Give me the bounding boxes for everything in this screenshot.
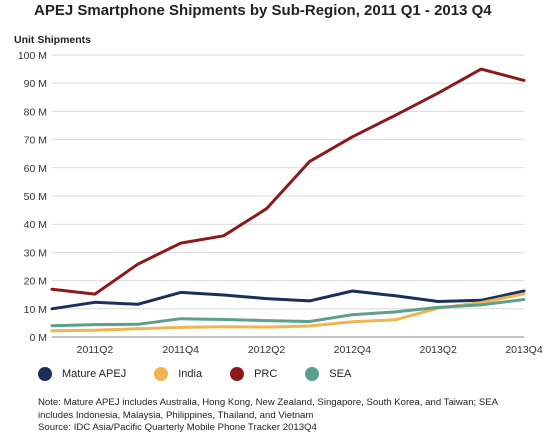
y-tick-label: 30 M: [24, 247, 47, 259]
legend-item-india[interactable]: India: [154, 367, 202, 381]
x-tick-label: 2013Q4: [505, 344, 543, 356]
legend: Mature APEJ India PRC SEA: [38, 364, 379, 384]
series-lines: [50, 67, 526, 333]
legend-swatch: [230, 367, 245, 381]
legend-item-sea[interactable]: SEA: [305, 367, 351, 381]
legend-swatch: [305, 367, 320, 381]
source-line: Source: IDC Asia/Pacific Quarterly Mobil…: [38, 422, 317, 433]
legend-item-prc[interactable]: PRC: [230, 367, 277, 381]
x-tick-labels: 2011Q2 2011Q4 2012Q2 2012Q4 2013Q2 2013Q4: [77, 344, 543, 356]
legend-label: PRC: [254, 368, 278, 380]
series-line-sea: [50, 298, 526, 328]
y-tick-label: 0 M: [29, 332, 47, 344]
y-axis-label: Unit Shipments: [14, 34, 92, 46]
x-tick-label: 2012Q2: [248, 344, 286, 356]
legend-item-mature-apej[interactable]: Mature APEJ: [38, 367, 126, 381]
note-line: Note: Mature APEJ includes Australia, Ho…: [38, 397, 499, 408]
legend-swatch: [38, 367, 52, 381]
legend-label: India: [178, 368, 203, 380]
x-tick-label: 2013Q2: [419, 344, 457, 356]
chart-title: APEJ Smartphone Shipments by Sub-Region,…: [34, 2, 492, 19]
legend-swatch: [154, 367, 169, 381]
y-tick-label: 90 M: [24, 78, 47, 90]
y-tick-label: 10 M: [24, 304, 47, 316]
y-tick-label: 100 M: [18, 50, 47, 62]
x-tick-label: 2011Q2: [77, 344, 114, 356]
x-tick-label: 2012Q4: [334, 344, 372, 356]
note-line: includes Indonesia, Malaysia, Philippine…: [38, 409, 314, 421]
y-tick-labels: 0 M 10 M 20 M 30 M 40 M 50 M 60 M 70 M 80 M 90 M 1…: [18, 50, 47, 344]
legend-label: Mature APEJ: [62, 368, 127, 380]
y-tick-label: 20 M: [24, 276, 47, 288]
y-tick-label: 50 M: [24, 191, 47, 203]
grid-lines: [52, 54, 524, 338]
y-tick-label: 40 M: [24, 219, 47, 231]
x-tick-label: 2011Q4: [162, 344, 199, 356]
series-line-mature-apej: [50, 289, 526, 311]
y-tick-label: 60 M: [24, 163, 47, 175]
series-line-prc: [50, 67, 526, 296]
legend-label: SEA: [329, 368, 352, 380]
y-tick-label: 80 M: [24, 106, 47, 118]
chart-note: Note: Mature APEJ includes Australia, Ho…: [38, 397, 544, 435]
y-tick-label: 70 M: [24, 135, 47, 147]
